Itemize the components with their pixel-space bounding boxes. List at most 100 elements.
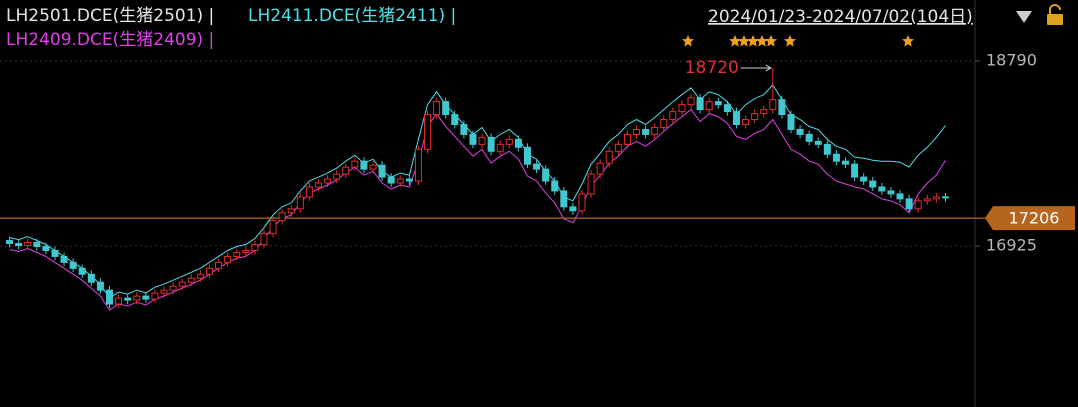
- high-annotation: 18720: [685, 58, 739, 78]
- candle-body: [705, 101, 713, 111]
- candle-body: [760, 109, 768, 115]
- candle-body: [87, 273, 95, 283]
- candle-body: [651, 126, 659, 135]
- candle-body: [15, 243, 23, 247]
- candle-body: [778, 99, 786, 116]
- candle-body: [60, 255, 68, 263]
- candle-body: [342, 166, 350, 175]
- candle-body: [33, 242, 41, 248]
- candle-body: [669, 111, 677, 121]
- candle-body: [851, 163, 859, 178]
- candle-body: [941, 196, 949, 199]
- candle-body: [932, 196, 940, 200]
- candle-body: [124, 297, 132, 301]
- candle-body: [314, 182, 322, 188]
- candle-body: [269, 220, 277, 235]
- candle-body: [714, 101, 722, 106]
- candle-body: [696, 97, 704, 111]
- candle-body: [142, 295, 150, 300]
- candle-body: [796, 128, 804, 135]
- candle-body: [51, 249, 59, 257]
- candle-body: [823, 143, 831, 155]
- candle-body: [396, 178, 404, 184]
- candle-body: [442, 101, 450, 116]
- candle-body: [333, 173, 341, 180]
- candle-body: [424, 114, 432, 150]
- candle-body: [623, 133, 631, 145]
- candle-body: [905, 198, 913, 210]
- candle-body: [478, 136, 486, 145]
- candle-body: [69, 261, 77, 269]
- candle-body: [842, 160, 850, 165]
- candle-body: [160, 289, 168, 294]
- candle-body: [832, 153, 840, 162]
- candle-body: [742, 119, 750, 125]
- candle-body: [187, 277, 195, 283]
- candle-body: [6, 240, 14, 245]
- candle-body: [814, 140, 822, 145]
- candle-body: [633, 128, 641, 135]
- candle-body: [105, 289, 113, 305]
- date-range[interactable]: 2024/01/23-2024/07/02(104日): [708, 7, 973, 27]
- candle-body: [678, 104, 686, 113]
- candle-body: [469, 133, 477, 145]
- candle-body: [533, 163, 541, 170]
- candle-body: [324, 178, 332, 184]
- series-line: [9, 108, 946, 311]
- annotation-arrow: [740, 64, 772, 72]
- legend-entry: LH2501.DCE(生猪2501) |: [6, 6, 214, 26]
- candle-body: [360, 160, 368, 170]
- candle-body: [196, 273, 204, 279]
- price-label: 17206: [1009, 209, 1060, 228]
- candle-body: [96, 281, 104, 291]
- candle-body: [296, 196, 304, 210]
- candle-body: [642, 128, 650, 135]
- candle-body: [605, 150, 613, 164]
- candle-body: [805, 133, 813, 142]
- candle-body: [569, 206, 577, 212]
- candle-body: [914, 200, 922, 210]
- candle-body: [369, 164, 377, 170]
- candle-body: [278, 212, 286, 222]
- candle-body: [887, 190, 895, 195]
- candle-body: [923, 198, 931, 202]
- candle-body: [133, 295, 141, 301]
- candle-body: [869, 180, 877, 188]
- candle-body: [769, 99, 777, 111]
- candle-body: [860, 176, 868, 182]
- candle-body: [115, 297, 123, 305]
- candle-body: [169, 285, 177, 291]
- lock-icon[interactable]: [1047, 4, 1063, 25]
- candle-body: [387, 176, 395, 184]
- candle-body: [587, 173, 595, 195]
- candle-body: [78, 267, 86, 275]
- candle-body: [687, 97, 695, 106]
- candle-body: [878, 186, 886, 192]
- candle-body: [787, 114, 795, 130]
- candle-body: [514, 138, 522, 148]
- candle-body: [378, 164, 386, 178]
- candle-body: [42, 246, 50, 251]
- candle-body: [896, 193, 904, 200]
- candle-body: [433, 101, 441, 116]
- candle-body: [242, 249, 250, 253]
- dropdown-arrow[interactable]: [1016, 11, 1032, 23]
- candle-body: [660, 119, 668, 128]
- candle-body: [505, 138, 513, 145]
- candle-body: [260, 233, 268, 246]
- legend-entry: LH2411.DCE(生猪2411) |: [248, 6, 456, 26]
- candle-body: [496, 143, 504, 152]
- candle-body: [414, 148, 422, 182]
- candle-body: [451, 114, 459, 125]
- series-line: [9, 83, 946, 299]
- candle-body: [542, 168, 550, 182]
- candle-body: [460, 123, 468, 135]
- candle-body: [251, 244, 259, 251]
- candle-body: [287, 208, 295, 214]
- candle-body: [723, 104, 731, 113]
- candle-body: [24, 242, 32, 247]
- candle-body: [205, 267, 213, 275]
- candle-body: [614, 143, 622, 152]
- y-tick-label: 18790: [986, 51, 1037, 70]
